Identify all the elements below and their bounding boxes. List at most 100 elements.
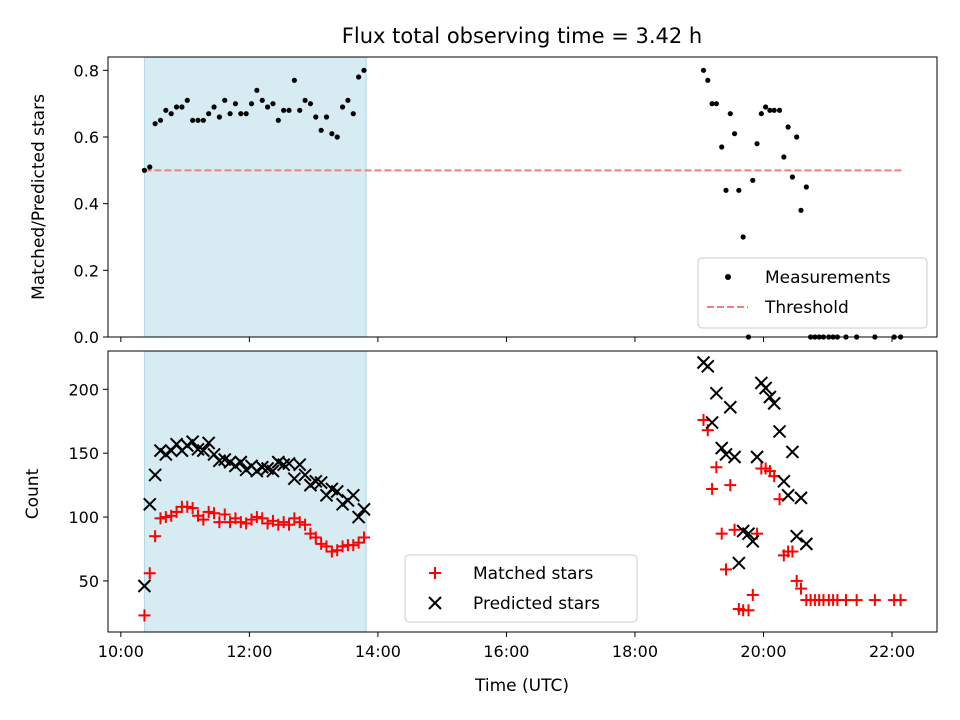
measurement-point bbox=[286, 107, 292, 113]
matched-stars-point bbox=[839, 594, 852, 607]
measurement-point bbox=[334, 134, 340, 140]
predicted-stars-point bbox=[298, 468, 312, 482]
measurement-point bbox=[731, 131, 738, 137]
measurement-point bbox=[781, 154, 787, 160]
matched-stars-point bbox=[277, 516, 290, 529]
measurement-point bbox=[727, 111, 733, 117]
measurement-point bbox=[736, 187, 742, 193]
measurement-point bbox=[238, 111, 244, 117]
measurement-point bbox=[270, 101, 276, 107]
matched-stars-point bbox=[154, 512, 167, 525]
predicted-stars-point bbox=[727, 450, 742, 464]
matched-stars-point bbox=[320, 540, 333, 553]
matched-stars-point bbox=[283, 518, 296, 531]
measurement-point bbox=[281, 107, 287, 113]
matched-stars-point bbox=[336, 540, 349, 553]
legend-matched-label: Matched stars bbox=[473, 564, 593, 584]
predicted-stars-point bbox=[719, 447, 733, 462]
measurement-point bbox=[190, 117, 196, 123]
measurement-point bbox=[771, 107, 777, 113]
predicted-stars-point bbox=[767, 396, 781, 411]
matched-stars-point bbox=[272, 518, 285, 531]
matched-stars-point bbox=[325, 545, 338, 558]
matched-stars-point bbox=[710, 461, 723, 474]
predicted-stars-point bbox=[781, 488, 795, 503]
measurement-point bbox=[700, 67, 707, 73]
bottom-axes-frame bbox=[107, 350, 938, 633]
measurement-point bbox=[723, 187, 729, 193]
predicted-stars-point bbox=[266, 464, 280, 478]
measurement-point bbox=[803, 184, 809, 190]
measurement-point bbox=[713, 101, 719, 107]
predicted-stars-point bbox=[234, 455, 248, 469]
measurement-point bbox=[767, 107, 773, 113]
matched-stars-point bbox=[213, 516, 226, 529]
bottom-x-tick-label: 12:00 bbox=[226, 642, 272, 661]
predicted-stars-point bbox=[709, 386, 724, 400]
measurement-point bbox=[206, 111, 212, 117]
legend-measurements-label: Measurements bbox=[765, 268, 891, 288]
bottom-x-tick-label: 18:00 bbox=[612, 642, 658, 661]
predicted-stars-point bbox=[137, 579, 152, 593]
predicted-stars-point bbox=[741, 526, 756, 541]
measurement-point bbox=[318, 127, 324, 133]
predicted-stars-point bbox=[314, 475, 328, 490]
matched-stars-point bbox=[143, 567, 156, 580]
matched-stars-point bbox=[715, 527, 728, 540]
top-y-tick-label: 0.4 bbox=[74, 195, 99, 214]
measurement-point bbox=[216, 114, 222, 120]
measurement-point bbox=[211, 104, 217, 110]
bottom-legend: Matched stars Predicted stars bbox=[404, 554, 638, 623]
measurement-point bbox=[754, 141, 760, 147]
measurement-point bbox=[302, 97, 308, 103]
matched-stars-point bbox=[728, 523, 741, 536]
measurement-point bbox=[339, 104, 346, 110]
bottom-x-tick-label: 16:00 bbox=[483, 642, 529, 661]
predicted-stars-point bbox=[772, 424, 787, 439]
matched-stars-point bbox=[299, 518, 312, 531]
measurement-point bbox=[798, 207, 804, 213]
measurement-point bbox=[163, 107, 169, 113]
measurement-point bbox=[173, 104, 180, 110]
measurement-point bbox=[200, 117, 206, 123]
predicted-stars-point bbox=[705, 415, 719, 430]
matched-stars-point bbox=[352, 536, 365, 549]
shaded-observing-interval bbox=[143, 56, 367, 338]
top-shaded-interval-layer bbox=[143, 56, 367, 338]
matched-stars-point bbox=[170, 505, 183, 518]
measurement-point bbox=[758, 111, 764, 117]
measurement-point bbox=[243, 111, 249, 117]
matched-stars-point bbox=[261, 517, 274, 530]
measurement-point bbox=[222, 97, 228, 103]
matched-stars-point bbox=[293, 516, 306, 529]
predicted-stars-point bbox=[148, 468, 162, 482]
measurement-point bbox=[297, 107, 303, 113]
matched-stars-point bbox=[720, 563, 733, 576]
measurement-point bbox=[152, 121, 158, 127]
measurement-point bbox=[179, 104, 185, 110]
bottom-y-tick-label: 200 bbox=[68, 380, 99, 399]
matched-stars-point bbox=[197, 513, 210, 526]
matched-stars-point bbox=[786, 545, 799, 558]
top-y-tick-label: 0.8 bbox=[74, 61, 99, 80]
matched-stars-point bbox=[149, 530, 162, 543]
legend-measurements-marker bbox=[725, 274, 731, 280]
matched-stars-point bbox=[347, 539, 360, 552]
measurement-point bbox=[313, 114, 319, 120]
measurement-point bbox=[705, 77, 711, 83]
matched-stars-point bbox=[309, 531, 322, 544]
matched-stars-point bbox=[868, 594, 881, 607]
bottom-x-tick-label: 20:00 bbox=[740, 642, 786, 661]
top-legend: Measurements Threshold bbox=[697, 257, 928, 329]
matched-stars-point bbox=[706, 482, 719, 495]
bottom-shaded-interval-layer bbox=[143, 350, 367, 633]
predicted-stars-point bbox=[330, 484, 344, 499]
predicted-stars-point bbox=[293, 457, 307, 472]
bottom-x-tick-label: 22:00 bbox=[869, 642, 915, 661]
predicted-stars-point bbox=[282, 456, 296, 471]
bottom-y-tick-label: 50 bbox=[79, 572, 99, 591]
top-legend-box bbox=[697, 257, 928, 329]
legend-predicted-label: Predicted stars bbox=[473, 594, 600, 614]
measurement-point bbox=[168, 111, 174, 117]
top-panel: 0.0 0.2 0.4 0.6 0.8 Flux total observing tim… bbox=[29, 24, 938, 347]
